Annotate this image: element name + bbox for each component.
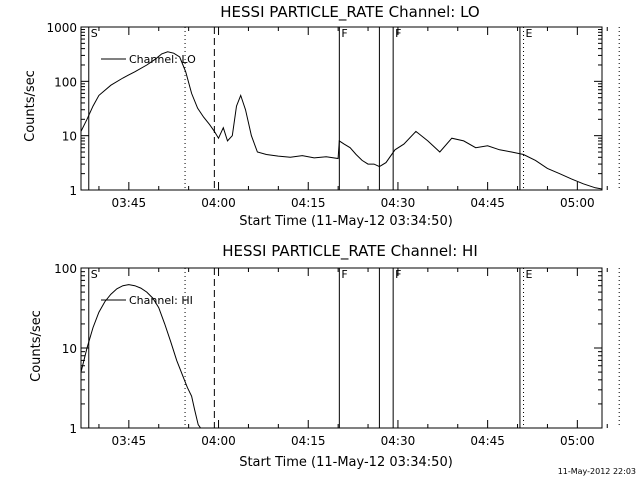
top-xtick-label: 04:15 xyxy=(291,196,326,210)
top-plot-frame xyxy=(80,26,603,191)
bottom-chart-ylabel: Counts/sec xyxy=(29,310,44,382)
top-legend-label: Channel: LO xyxy=(129,53,196,66)
bottom-xtick-label: 04:00 xyxy=(201,434,236,448)
bottom-xtick-label: 03:45 xyxy=(112,434,147,448)
bottom-xtick-label: 04:15 xyxy=(291,434,326,448)
bottom-event-marker-label: S xyxy=(91,268,98,281)
top-event-marker-label: S xyxy=(91,27,98,40)
bottom-chart-xlabel: Start Time (11-May-12 03:34:50) xyxy=(239,455,453,470)
top-chart-xlabel: Start Time (11-May-12 03:34:50) xyxy=(239,214,453,229)
top-chart-title: HESSI PARTICLE_RATE Channel: LO xyxy=(220,3,479,22)
top-ytick-label: 100 xyxy=(54,75,77,89)
top-event-marker-label: F xyxy=(395,27,401,40)
bottom-xtick-label: 04:45 xyxy=(470,434,505,448)
bottom-ytick-label: 100 xyxy=(54,262,77,276)
top-xtick-label: 05:00 xyxy=(560,196,595,210)
bottom-series-line xyxy=(81,284,202,428)
bottom-chart-title: HESSI PARTICLE_RATE Channel: HI xyxy=(222,242,478,261)
bottom-ytick-label: 1 xyxy=(69,422,77,436)
top-chart: 1 10 100 1000 03:45 04:00 04:15 04:30 04:45 05:00… xyxy=(46,21,620,210)
bottom-legend-label: Channel: HI xyxy=(129,294,193,307)
bottom-chart: 1 10 100 03:45 04:00 04:15 04:30 04:45 05:00 S F F E… xyxy=(54,262,620,448)
top-ytick-label: 10 xyxy=(62,130,77,144)
bottom-xtick-label: 04:30 xyxy=(381,434,416,448)
bottom-event-marker-label: F xyxy=(341,268,347,281)
top-xtick-label: 03:45 xyxy=(112,196,147,210)
top-series-line xyxy=(81,51,602,190)
top-chart-ylabel: Counts/sec xyxy=(23,70,38,142)
bottom-ytick-label: 10 xyxy=(62,342,77,356)
top-xtick-label: 04:00 xyxy=(201,196,236,210)
top-xtick-label: 04:30 xyxy=(381,196,416,210)
top-xtick-label: 04:45 xyxy=(470,196,505,210)
bottom-event-marker-label: E xyxy=(526,268,533,281)
top-ytick-label: 1000 xyxy=(46,21,77,35)
timestamp-stamp: 11-May-2012 22:03 xyxy=(558,467,636,476)
top-event-marker-label: E xyxy=(526,27,533,40)
bottom-xtick-label: 05:00 xyxy=(560,434,595,448)
bottom-event-marker-label: F xyxy=(395,268,401,281)
top-ytick-label: 1 xyxy=(69,184,77,198)
top-event-marker-label: F xyxy=(341,27,347,40)
